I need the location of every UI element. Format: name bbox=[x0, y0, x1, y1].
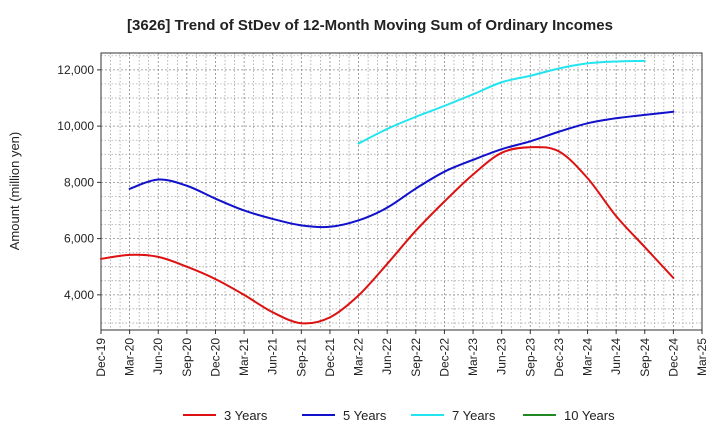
x-tick-label: Mar-24 bbox=[581, 338, 595, 376]
x-tick-label: Dec-23 bbox=[552, 338, 566, 377]
legend-label-7-years: 7 Years bbox=[452, 408, 496, 423]
series-line-5-years bbox=[128, 110, 675, 229]
x-tick-label: Jun-21 bbox=[266, 338, 280, 375]
x-tick-label: Mar-22 bbox=[352, 338, 366, 376]
x-tick-label: Sep-24 bbox=[638, 338, 652, 377]
series-layer bbox=[100, 59, 675, 325]
series-line-3-years bbox=[100, 146, 675, 325]
series-line-7-years bbox=[357, 59, 646, 145]
x-tick-label: Mar-21 bbox=[237, 338, 251, 376]
plot-frame bbox=[100, 52, 703, 331]
x-tick-label: Mar-23 bbox=[466, 338, 480, 376]
x-tick-label: Dec-20 bbox=[208, 338, 222, 377]
x-tick-label: Mar-20 bbox=[123, 338, 137, 376]
x-tick-label: Sep-22 bbox=[409, 338, 423, 377]
y-tick-label: 12,000 bbox=[57, 63, 94, 77]
y-axis-label: Amount (million yen) bbox=[7, 132, 22, 251]
legend-label-3-years: 3 Years bbox=[224, 408, 268, 423]
axis-layer: 4,000 6,000 8,000 10,000 12,000 Dec-19 Mar-20 J… bbox=[57, 52, 709, 377]
legend: 3 Years 5 Years 7 Years 10 Years bbox=[183, 408, 615, 423]
y-tick-label: 4,000 bbox=[64, 288, 94, 302]
x-tick-label: Jun-24 bbox=[609, 338, 623, 375]
x-tick-label: Dec-24 bbox=[666, 338, 680, 377]
legend-label-5-years: 5 Years bbox=[343, 408, 387, 423]
x-tick-label: Sep-21 bbox=[294, 338, 308, 377]
x-tick-label: Jun-20 bbox=[151, 338, 165, 375]
y-tick-label: 6,000 bbox=[64, 232, 94, 246]
x-tick-label: Sep-20 bbox=[180, 338, 194, 377]
plot-area bbox=[101, 53, 702, 330]
x-tick-label: Jun-22 bbox=[380, 338, 394, 375]
x-tick-label: Dec-21 bbox=[323, 338, 337, 377]
legend-label-10-years: 10 Years bbox=[564, 408, 615, 423]
x-tick-label: Mar-25 bbox=[695, 338, 709, 376]
y-tick-label: 8,000 bbox=[64, 175, 94, 189]
x-tick-label: Sep-23 bbox=[523, 338, 537, 377]
x-tick-label: Jun-23 bbox=[495, 338, 509, 375]
y-tick-label: 10,000 bbox=[57, 119, 94, 133]
x-tick-label: Dec-19 bbox=[94, 338, 108, 377]
grid-layer bbox=[100, 53, 703, 330]
x-tick-label: Dec-22 bbox=[437, 338, 451, 377]
chart-title: [3626] Trend of StDev of 12-Month Moving… bbox=[127, 17, 613, 34]
